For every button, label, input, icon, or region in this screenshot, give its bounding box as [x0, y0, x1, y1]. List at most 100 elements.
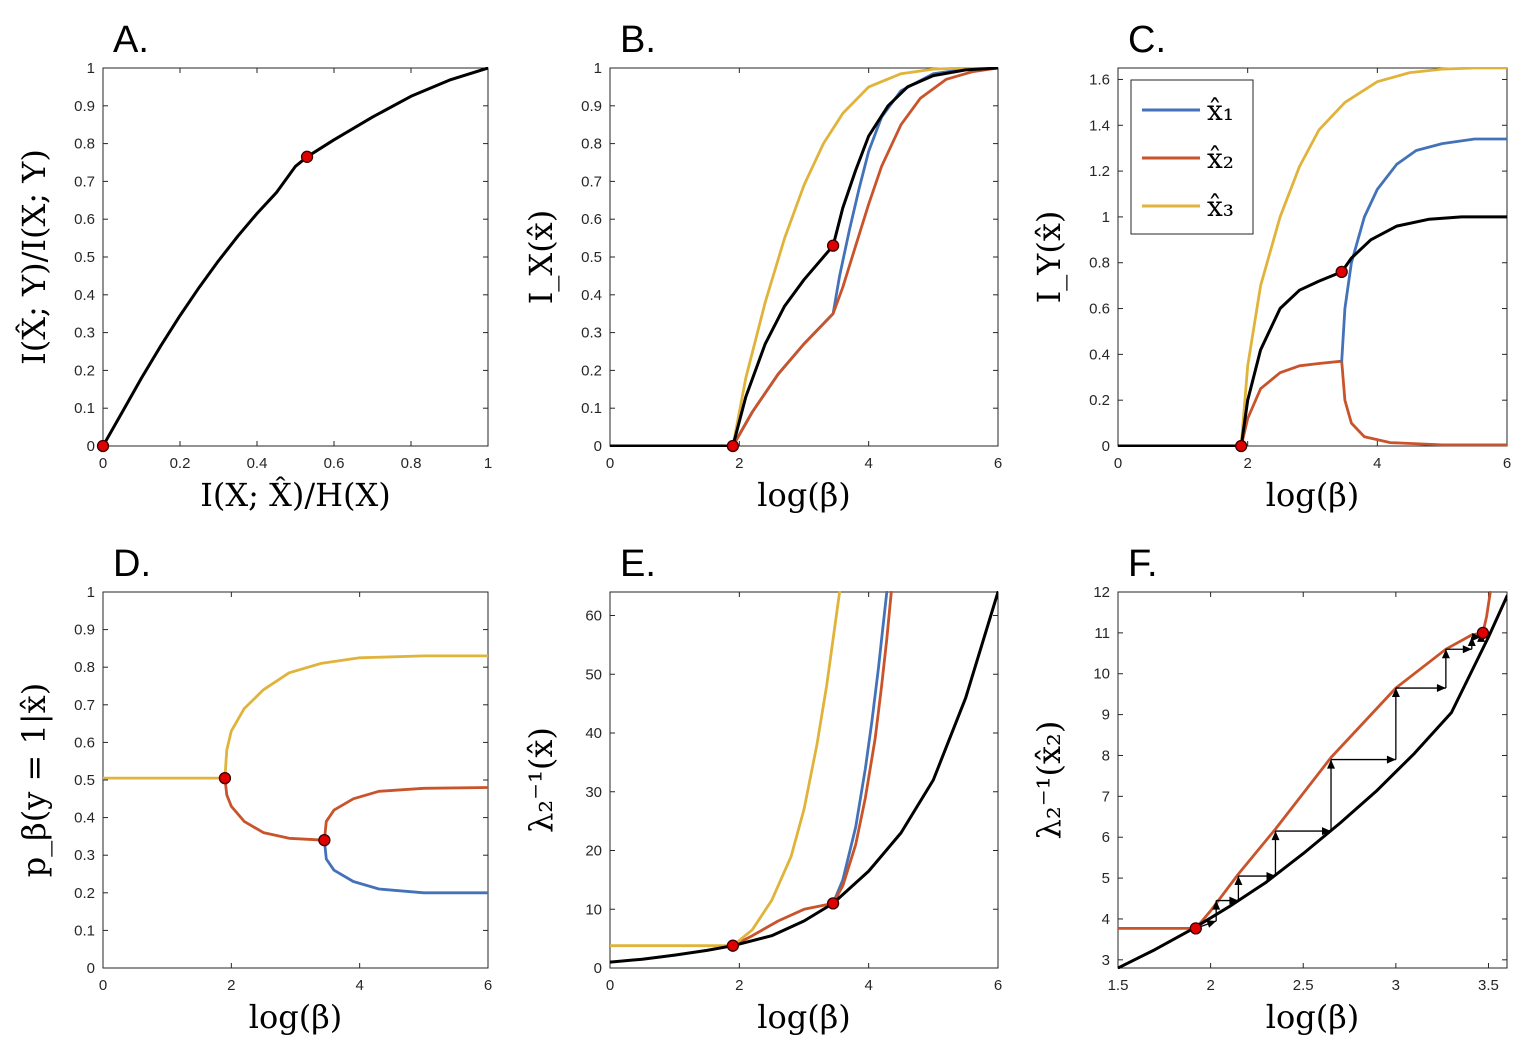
x-tick-label: 4: [1373, 455, 1381, 472]
y-tick-label: 0.7: [74, 697, 95, 714]
y-tick-label: 0.8: [581, 136, 602, 153]
series-line-black: [1118, 215, 1507, 447]
y-axis-label: I(X̂; Y)/I(X; Y): [15, 149, 53, 365]
y-tick-label: 0.1: [581, 400, 602, 417]
y-tick-label: 7: [1102, 788, 1110, 805]
cobweb-arrowhead: [1234, 876, 1243, 885]
series-line-black: [610, 591, 998, 964]
panel-d: D. 0 2 4 6 0 0.1 0.2 0.3 0.4 0.5 0.6 0.7 0.8 0.9 1 log(β…: [15, 543, 492, 1036]
x-tick-label: 3: [1392, 977, 1400, 994]
y-tick-label: 0: [594, 960, 602, 977]
series-line-orange: [223, 776, 488, 842]
series-line-orange: [731, 591, 893, 948]
x-tick-label: 2.5: [1293, 977, 1314, 994]
y-tick-label: 1: [1102, 209, 1110, 226]
y-tick-label: 0.1: [74, 400, 95, 417]
series-line-orange: [610, 67, 998, 447]
panel-label-f: F.: [1128, 543, 1158, 585]
bifurcation-marker: [1189, 922, 1202, 935]
series-line-yellow: [1118, 67, 1507, 447]
y-tick-label: 0: [87, 438, 95, 455]
x-tick-label: 4: [864, 455, 872, 472]
cobweb-arrowhead: [1462, 645, 1472, 654]
axes-box: [1117, 67, 1508, 447]
y-tick-label: 0.4: [1089, 346, 1110, 363]
x-tick-label: 4: [864, 977, 872, 994]
y-axis-label: λ₂⁻¹(x̂₂): [1030, 721, 1068, 840]
x-tick-label: 2: [227, 977, 235, 994]
axes-box: [102, 591, 489, 969]
cobweb-arrowhead: [1467, 637, 1476, 646]
x-tick-label: 0.4: [247, 455, 268, 472]
x-tick-label: 0: [606, 455, 614, 472]
y-tick-label: 30: [585, 784, 602, 801]
legend-label: x̂₂: [1207, 142, 1234, 175]
plot-area: [610, 67, 998, 447]
bifurcation-marker: [300, 150, 314, 163]
y-tick-label: 1: [594, 60, 602, 77]
x-axis-label: I(X; X̂)/H(X): [200, 476, 391, 514]
bifurcation-marker: [96, 439, 110, 453]
y-tick-label: 0.6: [74, 734, 95, 751]
plot-area: [103, 654, 488, 895]
y-tick-label: 0.9: [74, 98, 95, 115]
x-tick-label: 1.5: [1108, 977, 1129, 994]
y-tick-label: 1.4: [1089, 117, 1110, 134]
y-tick-label: 1.2: [1089, 163, 1110, 180]
y-tick-label: 0.2: [74, 885, 95, 902]
series-line-black: [1118, 594, 1507, 969]
x-axis-label: log(β): [757, 476, 850, 514]
cobweb-arrowhead: [1322, 827, 1331, 836]
panel-f: F. 1.5 2 2.5 3 3.5 3 4 5 6 7 8 9 10 11 12 log(β) λ₂⁻¹(x̂₂…: [1030, 543, 1508, 1036]
y-tick-label: 0.5: [581, 249, 602, 266]
x-tick-label: 0: [606, 977, 614, 994]
y-tick-label: 0.8: [74, 136, 95, 153]
x-tick-label: 0.2: [170, 455, 191, 472]
series-line-black: [610, 67, 998, 447]
axes-box: [1117, 591, 1508, 969]
y-tick-label: 10: [1093, 666, 1110, 683]
y-tick-label: 0.5: [74, 772, 95, 789]
series-line-black: [103, 67, 488, 447]
y-tick-label: 11: [1094, 625, 1110, 642]
x-tick-label: 6: [1503, 455, 1511, 472]
y-tick-label: 3: [1102, 952, 1110, 969]
y-tick-label: 10: [585, 901, 602, 918]
y-tick-label: 0.9: [581, 98, 602, 115]
series-line-yellow: [610, 591, 841, 948]
x-axis-label: log(β): [1266, 998, 1359, 1036]
cobweb-arrowhead: [1327, 759, 1335, 769]
x-tick-label: 0.6: [324, 455, 345, 472]
cobweb-arrowhead: [1441, 649, 1450, 659]
series-line-orange: [1118, 591, 1492, 930]
x-axis-label: log(β): [1266, 476, 1359, 514]
axes-box: [609, 67, 999, 447]
y-axis-label: λ₂⁻¹(x̂): [522, 727, 560, 833]
x-tick-label: 0: [99, 455, 107, 472]
panel-a: A. 0 0.2 0.4 0.6 0.8 1 0 0.1 0.2 0.3 0.4 0.5 0.6 0.7 0.…: [15, 19, 492, 514]
panel-label-e: E.: [620, 543, 656, 585]
x-tick-label: 2: [735, 977, 743, 994]
panel-label-c: C.: [1128, 19, 1166, 61]
bifurcation-marker: [826, 239, 840, 252]
axes-box: [609, 591, 999, 969]
y-tick-label: 9: [1102, 707, 1110, 724]
axes-box: [102, 67, 489, 447]
y-tick-label: 0.8: [1089, 255, 1110, 272]
bifurcation-marker: [726, 939, 740, 952]
y-tick-label: 1: [87, 60, 95, 77]
cobweb-arrowhead: [1472, 633, 1482, 641]
x-tick-label: 6: [994, 977, 1002, 994]
x-tick-label: 2: [1243, 455, 1251, 472]
cobweb-arrowhead: [1212, 900, 1221, 910]
y-tick-label: 0.7: [74, 173, 95, 190]
x-tick-label: 4: [355, 977, 363, 994]
bifurcation-marker: [826, 897, 840, 910]
y-tick-label: 4: [1102, 911, 1110, 928]
panel-c: C. 0 2 4 6 0 0.2 0.4 0.6 0.8 1 1.2 1.4 1.6 log(β) I_Y(x…: [1030, 19, 1511, 514]
x-axis-label: log(β): [249, 998, 342, 1036]
x-tick-label: 2: [735, 455, 743, 472]
y-tick-label: 6: [1102, 829, 1110, 846]
